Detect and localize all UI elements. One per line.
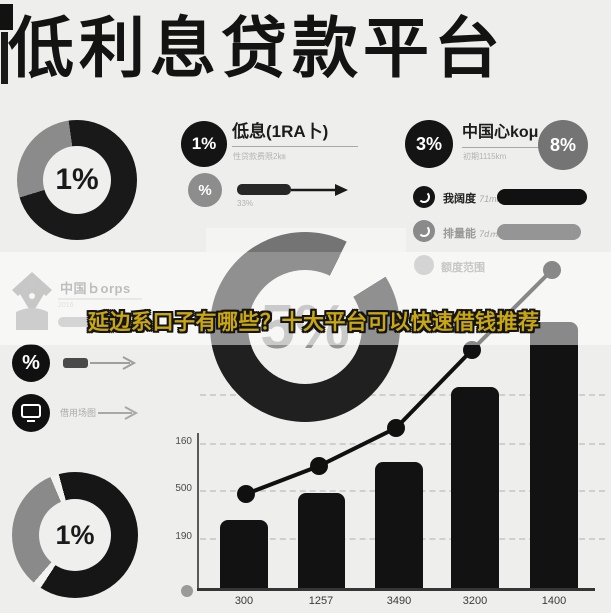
axis-origin-dot <box>181 585 193 597</box>
glare-overlay <box>206 228 406 252</box>
section-heading: 中国心koμ <box>462 124 539 141</box>
section-subtext: 性贷款费限2㎞ <box>233 152 286 161</box>
bar <box>298 493 345 588</box>
page-title: 低利息贷款平台 <box>8 11 505 85</box>
value-bar <box>63 358 88 368</box>
value-bar <box>497 224 581 240</box>
arc-glyph-icon <box>418 191 430 203</box>
x-axis <box>197 588 595 591</box>
row-sublabel: 7d㎡ <box>479 229 499 239</box>
donut-center-label: 1% <box>43 146 111 214</box>
section-heading: 低息(1RA卜) <box>232 122 329 141</box>
gridline <box>200 443 605 445</box>
divider <box>462 147 548 148</box>
bar <box>530 322 578 588</box>
percent-badge: % <box>12 344 50 382</box>
bar <box>220 520 268 588</box>
x-axis-tick-label: 3490 <box>386 595 412 607</box>
row-sublabel: 71mm <box>479 194 505 204</box>
divider <box>232 146 358 147</box>
corner-mark <box>0 4 13 30</box>
arrow-right-icon <box>98 406 139 420</box>
translucent-band-overlay <box>0 252 611 345</box>
section-subtext: 初期1115km <box>463 152 507 161</box>
x-axis-tick-label: 1400 <box>541 595 567 607</box>
donut-chart-bottom-left: 1% <box>12 472 138 598</box>
headline-caption: 延边系口子有哪些？十大平台可以快速借钱推荐 <box>88 311 540 334</box>
y-axis <box>197 433 199 589</box>
y-axis-tick-label: 160 <box>175 436 192 447</box>
percent-badge: 1% <box>181 121 227 167</box>
x-axis-tick-label: 1257 <box>308 595 334 607</box>
bullet-icon <box>413 186 435 208</box>
x-axis-tick-label: 300 <box>234 595 254 607</box>
row-label: 排量能 7d㎡ <box>443 228 499 240</box>
row-label: 借用场图 <box>60 408 97 418</box>
value-bar <box>497 189 587 205</box>
bar <box>375 462 423 588</box>
arrow-right-icon <box>291 184 348 196</box>
bar-caption: 33% <box>237 199 254 208</box>
bar <box>451 387 499 588</box>
corner-mark <box>1 32 8 84</box>
monitor-icon <box>21 404 41 422</box>
arc-glyph-icon <box>418 225 430 237</box>
row-label: 我阔度 71mm <box>443 193 505 205</box>
gridline <box>200 394 605 396</box>
progress-bar <box>237 184 291 195</box>
donut-center-label: 1% <box>39 499 111 571</box>
donut-chart-top-left: 1% <box>17 120 137 240</box>
percent-badge: % <box>188 173 222 207</box>
percent-badge: 8% <box>538 120 588 170</box>
y-axis-tick-label: 190 <box>175 531 192 542</box>
bullet-icon <box>413 220 435 242</box>
x-axis-tick-label: 3200 <box>462 595 488 607</box>
arrow-right-icon <box>90 356 137 370</box>
percent-badge: 3% <box>405 120 453 168</box>
monitor-badge <box>12 394 50 432</box>
y-axis-tick-label: 500 <box>175 483 192 494</box>
